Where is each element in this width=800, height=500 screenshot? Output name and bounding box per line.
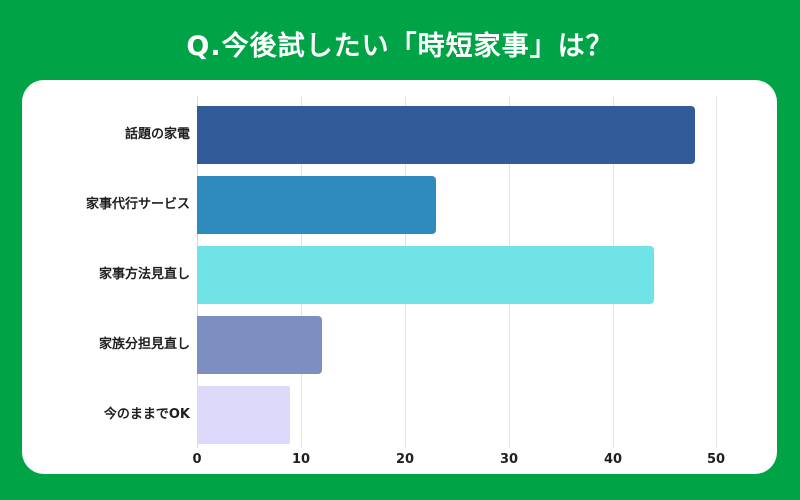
- x-tick-50: 50: [706, 452, 726, 467]
- x-tick-10: 10: [291, 452, 311, 467]
- bar: [197, 106, 696, 164]
- category-label: 家事代行サービス: [85, 197, 190, 212]
- bar: [197, 246, 654, 304]
- plot-area: [197, 96, 737, 448]
- category-label: 家事方法見直し: [98, 267, 190, 282]
- gridline-50: [716, 96, 717, 448]
- x-tick-0: 0: [192, 452, 202, 467]
- x-tick-20: 20: [395, 452, 415, 467]
- category-label: 家族分担見直し: [98, 337, 190, 352]
- chart-title: Q.今後試したい「時短家事」は？: [186, 31, 614, 62]
- bar: [197, 176, 436, 234]
- bar: [197, 386, 291, 444]
- category-label: 話題の家電: [124, 127, 190, 142]
- x-tick-30: 30: [499, 452, 519, 467]
- category-label: 今のままでOK: [103, 407, 190, 422]
- bar: [197, 316, 322, 374]
- x-tick-40: 40: [603, 452, 623, 467]
